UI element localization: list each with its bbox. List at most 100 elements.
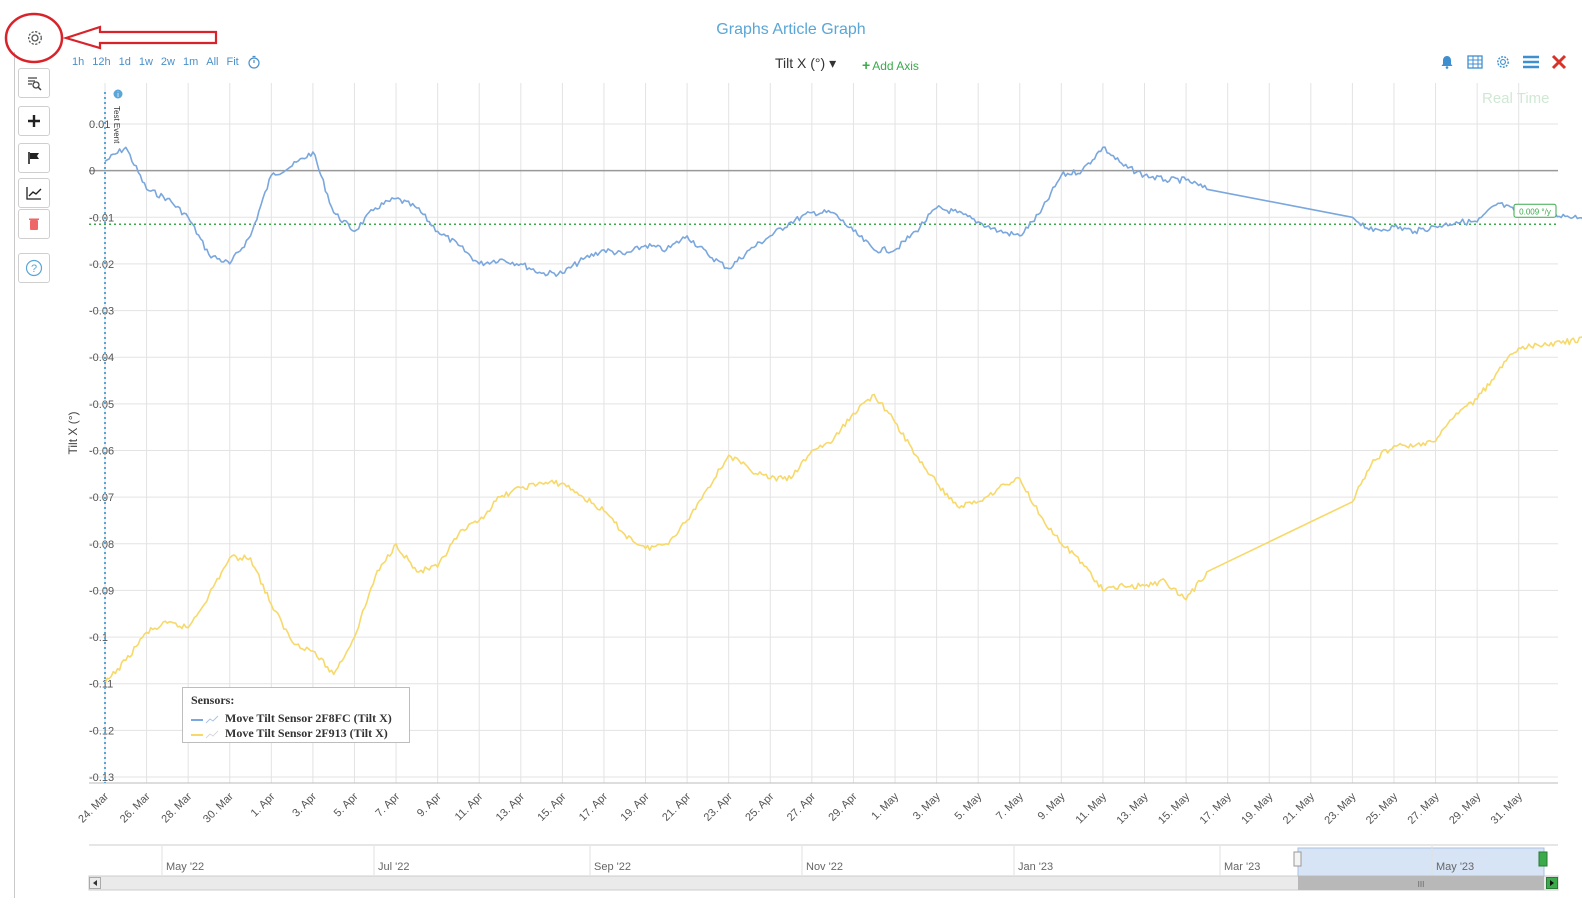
chart-line-button[interactable] [18, 178, 50, 208]
add-button[interactable] [18, 106, 50, 136]
x-tick-label: 19. May [1239, 790, 1276, 827]
plus-icon: + [862, 57, 871, 73]
navigator-label: Jan '23 [1018, 861, 1053, 873]
x-tick-label: 1. May [869, 790, 901, 822]
arrow-left-icon [93, 880, 97, 886]
legend-label: Move Tilt Sensor 2F8FC (Tilt X) [225, 711, 392, 725]
x-tick-label: 15. May [1156, 790, 1193, 827]
y-tick-label: -0.06 [89, 446, 114, 458]
x-tick-label: 29. May [1447, 790, 1484, 827]
navigator-label: May '23 [1436, 861, 1474, 873]
x-tick-label: 3. Apr [290, 790, 319, 819]
x-tick-label: 13. May [1114, 790, 1151, 827]
top-toolbar [1438, 53, 1568, 71]
x-tick-label: 13. Apr [494, 790, 527, 823]
x-tick-label: 7. Apr [373, 790, 402, 819]
flag-button[interactable] [18, 143, 50, 173]
series-line [104, 146, 1582, 277]
zoom-list-button[interactable] [18, 68, 50, 98]
x-tick-label: 27. May [1406, 790, 1443, 827]
navigator-label: Mar '23 [1224, 861, 1260, 873]
scroll-right-button[interactable] [1546, 877, 1558, 889]
x-tick-label: 24. Mar [76, 790, 111, 825]
x-tick-label: 11. Apr [453, 790, 486, 823]
arrow-right-icon [1550, 880, 1554, 886]
legend-label: Move Tilt Sensor 2F913 (Tilt X) [225, 726, 388, 740]
chart-line-icon [26, 187, 42, 200]
range-1d-button[interactable]: 1d [118, 56, 131, 68]
series-line [104, 336, 1582, 685]
x-tick-label: 11. May [1073, 790, 1109, 826]
y-tick-label: 0.01 [89, 119, 110, 131]
menu-icon[interactable] [1522, 53, 1540, 71]
navigator-label: May '22 [166, 861, 204, 873]
x-tick-label: 17. May [1198, 790, 1235, 827]
axis-dropdown[interactable]: Tilt X (°) ▾ [775, 55, 837, 71]
left-panel-border [14, 52, 15, 898]
realtime-label[interactable]: Real Time [1482, 90, 1550, 107]
gear-icon[interactable] [1494, 53, 1512, 71]
range-2w-button[interactable]: 2w [160, 56, 175, 68]
x-tick-label: 7. May [994, 790, 1026, 822]
zoom-list-icon [28, 77, 42, 91]
y-tick-label: -0.12 [89, 725, 114, 737]
legend-item[interactable]: Move Tilt Sensor 2F913 (Tilt X) [191, 726, 401, 741]
y-tick-label: -0.03 [89, 306, 114, 318]
range-1h-button[interactable]: 1h [72, 56, 85, 68]
stopwatch-icon[interactable] [247, 55, 261, 69]
flag-icon [28, 152, 39, 164]
range-1w-button[interactable]: 1w [138, 56, 153, 68]
range-selector: 1h 12h 1d 1w 2w 1m All Fit [72, 55, 261, 69]
slope-badge-label: 0.009 °/y [1519, 207, 1551, 216]
x-tick-label: 23. May [1322, 790, 1359, 827]
x-tick-label: 21. May [1281, 790, 1318, 827]
delete-button[interactable] [18, 209, 50, 239]
scroll-left-button[interactable] [89, 877, 101, 889]
y-tick-label: -0.07 [89, 492, 114, 504]
y-tick-label: -0.1 [89, 632, 108, 644]
legend-item[interactable]: Move Tilt Sensor 2F8FC (Tilt X) [191, 711, 401, 726]
x-tick-label: 26. Mar [118, 790, 153, 825]
x-tick-label: 27. Apr [785, 790, 818, 823]
plus-icon [28, 115, 40, 127]
y-tick-label: -0.08 [89, 539, 114, 551]
close-icon[interactable] [1550, 53, 1568, 71]
navigator-label: Nov '22 [806, 861, 843, 873]
event-label: Test Event [112, 106, 121, 144]
help-button[interactable]: ? [18, 253, 50, 283]
x-tick-label: 9. Apr [415, 790, 444, 819]
x-tick-label: 1. Apr [249, 790, 278, 819]
x-tick-label: 30. Mar [201, 790, 236, 825]
x-tick-label: 9. May [1036, 790, 1068, 822]
x-tick-label: 25. May [1364, 790, 1401, 827]
scrollbar-grip: III [1418, 880, 1425, 889]
y-tick-label: 0 [89, 166, 95, 178]
x-tick-label: 15. Apr [535, 790, 568, 823]
x-tick-label: 28. Mar [159, 790, 194, 825]
range-12h-button[interactable]: 12h [92, 56, 111, 68]
scrollbar-thumb [1298, 876, 1544, 890]
chart-grid [89, 83, 1558, 784]
series-swatch-icon [191, 730, 219, 738]
range-1m-button[interactable]: 1m [182, 56, 199, 68]
series-lines: 0.009 °/y [104, 146, 1582, 685]
y-tick-label: -0.13 [89, 772, 114, 784]
trash-icon [29, 218, 39, 230]
svg-text:?: ? [31, 263, 37, 275]
slope-badge [1513, 203, 1557, 218]
range-fit-button[interactable]: Fit [226, 56, 239, 68]
y-axis-ticks: 0.01 0 -0.01 -0.02 -0.03 -0.04 -0.05 -0.06 -0.07… [89, 119, 114, 784]
range-all-button[interactable]: All [206, 56, 219, 68]
test-event-marker: i Test Event [104, 89, 123, 783]
add-axis-button[interactable]: + Add Axis [862, 57, 919, 73]
info-icon-glyph: i [117, 92, 119, 99]
table-icon[interactable] [1466, 53, 1484, 71]
bell-icon[interactable] [1438, 53, 1456, 71]
help-icon: ? [25, 259, 43, 277]
navigator-label: Sep '22 [594, 861, 631, 873]
navigator-left-handle [1293, 851, 1302, 867]
navigator-right-handle [1538, 851, 1548, 867]
legend: Sensors: Move Tilt Sensor 2F8FC (Tilt X)… [182, 687, 410, 743]
navigator: III May '22 Jul '22 Sep '22 Nov '22 Jan '23 Ma… [88, 844, 1559, 891]
